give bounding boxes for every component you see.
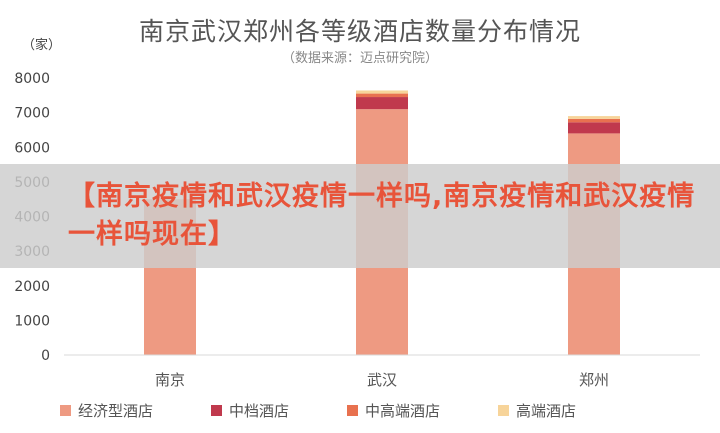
bar-segment xyxy=(568,122,620,134)
y-axis-unit: （家） xyxy=(22,38,62,53)
legend-swatch xyxy=(211,404,223,416)
y-tick-label: 2000 xyxy=(14,279,50,295)
legend-label: 中档酒店 xyxy=(229,401,290,420)
x-axis: 南京 武汉 郑州 xyxy=(64,354,700,389)
legend-swatch xyxy=(347,404,359,416)
legend-swatch xyxy=(60,404,71,416)
legend-swatch xyxy=(498,404,510,416)
legend-label: 经济型酒店 xyxy=(78,401,154,420)
y-tick-label: 8000 xyxy=(14,71,50,87)
legend-item: 经济型酒店 xyxy=(60,398,153,422)
legend-item: 中档酒店 xyxy=(211,398,289,422)
chart-subtitle: （数据来源：迈点研究院） xyxy=(281,51,438,66)
bar-segment xyxy=(356,93,408,98)
y-tick-label: 6000 xyxy=(14,140,50,156)
bar-segment xyxy=(356,90,408,94)
x-tick-label: 郑州 xyxy=(579,371,609,389)
banner-text: 【南京疫情和武汉疫情一样吗,南京疫情和武汉疫情一样吗现在】 xyxy=(68,181,696,250)
overlay-banner xyxy=(0,164,720,268)
legend-label: 中高端酒店 xyxy=(365,401,441,420)
legend-item: 高端酒店 xyxy=(498,398,576,422)
chart-legend: 经济型酒店 中档酒店 中高端酒店 高端酒店 xyxy=(60,398,700,422)
legend-label: 高端酒店 xyxy=(516,401,577,420)
y-tick-label: 7000 xyxy=(14,106,50,122)
x-tick-label: 武汉 xyxy=(367,371,397,389)
x-tick-label: 南京 xyxy=(155,371,185,389)
legend-item: 中高端酒店 xyxy=(347,398,440,422)
chart-title: 南京武汉郑州各等级酒店数量分布情况 xyxy=(138,17,581,46)
y-tick-label: 0 xyxy=(41,348,50,364)
bar-segment xyxy=(568,116,620,119)
y-tick-label: 1000 xyxy=(14,313,50,329)
bar-segment xyxy=(568,118,620,123)
bar-segment xyxy=(356,97,408,110)
